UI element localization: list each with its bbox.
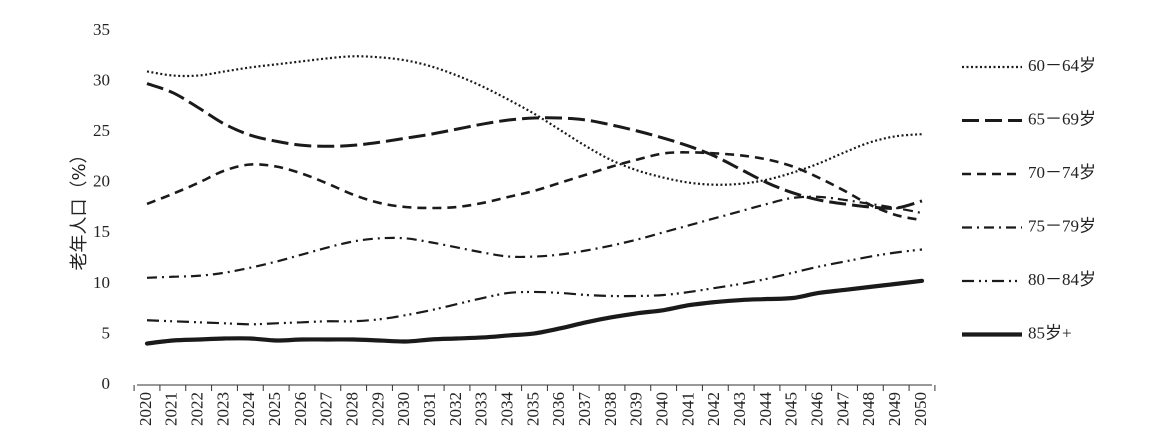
y-axis-label: 老年人口（%） xyxy=(69,145,90,270)
y-tick-label: 5 xyxy=(102,323,111,342)
legend-label: 60－64岁 xyxy=(1028,56,1096,75)
y-axis-ticks: 0 5 10 15 20 25 30 35 xyxy=(93,20,110,393)
legend: 60－64岁 65－69岁 70－74岁 75－79岁 80－84岁 85岁+ xyxy=(962,56,1096,342)
x-tick-label: 2032 xyxy=(446,392,465,426)
x-tick-label: 2045 xyxy=(782,392,801,426)
x-tick-label: 2023 xyxy=(213,392,232,426)
series-line xyxy=(146,55,923,186)
y-tick-label: 10 xyxy=(93,273,110,292)
y-tick-label: 20 xyxy=(93,172,110,191)
x-tick-label: 2044 xyxy=(756,392,775,427)
y-tick-label: 30 xyxy=(93,70,110,89)
x-tick-label: 2036 xyxy=(549,392,568,426)
x-tick-label: 2025 xyxy=(265,392,284,426)
x-tick-label: 2046 xyxy=(808,392,827,426)
x-tick-label: 2039 xyxy=(627,392,646,426)
series-line xyxy=(146,82,923,210)
x-tick-label: 2041 xyxy=(678,392,697,426)
series-line xyxy=(144,278,925,346)
x-axis xyxy=(133,384,936,391)
series-line xyxy=(146,195,923,279)
legend-label: 85岁+ xyxy=(1028,323,1072,342)
x-tick-label: 2022 xyxy=(188,392,207,426)
series-line xyxy=(146,151,923,222)
x-tick-label: 2020 xyxy=(136,392,155,426)
y-tick-label: 0 xyxy=(102,374,111,393)
x-tick-label: 2048 xyxy=(859,392,878,426)
legend-label: 75－79岁 xyxy=(1028,216,1096,235)
y-axis-label-group: 老年人口（%） xyxy=(69,145,90,270)
x-tick-label: 2043 xyxy=(730,392,749,426)
x-tick-label: 2028 xyxy=(343,392,362,426)
x-tick-label: 2035 xyxy=(523,392,542,426)
legend-label: 70－74岁 xyxy=(1028,163,1096,182)
x-tick-label: 2024 xyxy=(239,392,258,427)
y-tick-label: 35 xyxy=(93,20,110,39)
x-tick-label: 2029 xyxy=(368,392,387,426)
x-tick-label: 2031 xyxy=(420,392,439,426)
y-tick-label: 15 xyxy=(93,222,110,241)
legend-label: 80－84岁 xyxy=(1028,270,1096,289)
x-tick-label: 2042 xyxy=(704,392,723,426)
x-tick-label: 2021 xyxy=(162,392,181,426)
x-tick-label: 2050 xyxy=(911,392,930,426)
x-tick-label: 2033 xyxy=(472,392,491,426)
x-tick-label: 2038 xyxy=(601,392,620,426)
x-tick-label: 2047 xyxy=(833,392,852,427)
y-tick-label: 25 xyxy=(93,121,110,140)
x-tick-label: 2040 xyxy=(653,392,672,426)
x-tick-label: 2026 xyxy=(291,392,310,426)
series-lines xyxy=(144,55,925,346)
x-tick-label: 2030 xyxy=(394,392,413,426)
x-axis-ticks: 2020 2021 2022 2023 2024 2025 2026 2027 2028 2029… xyxy=(136,391,930,426)
x-tick-label: 2034 xyxy=(498,391,517,426)
x-tick-label: 2049 xyxy=(885,392,904,426)
legend-label: 65－69岁 xyxy=(1028,109,1096,128)
x-tick-label: 2027 xyxy=(317,392,336,427)
series-line xyxy=(146,248,923,326)
x-tick-label: 2037 xyxy=(575,392,594,427)
